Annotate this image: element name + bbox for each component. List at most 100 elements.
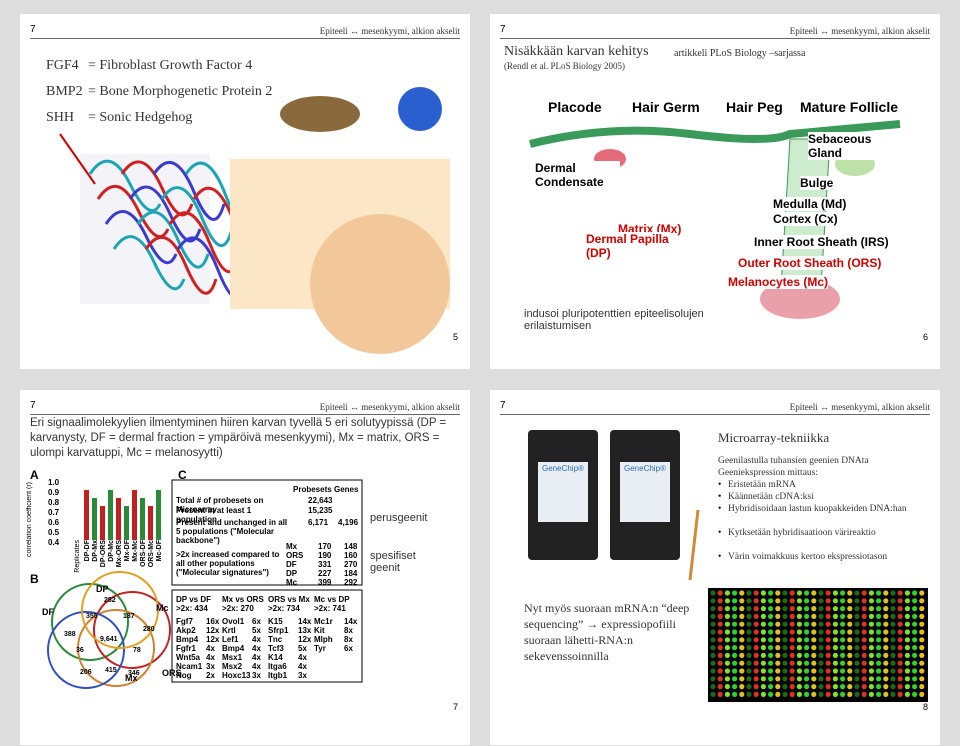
gene-cell: 3x [252,671,261,680]
shape [883,668,889,674]
shape [840,691,846,697]
gene-cell: 4x [298,653,307,662]
shape [818,637,824,643]
shape [825,645,831,651]
venn-count: 78 [133,647,141,654]
shape [775,621,781,627]
shape [152,161,226,221]
shape [746,629,752,635]
shape [840,645,846,651]
shape [768,621,774,627]
shape [832,684,838,690]
shape [919,684,925,690]
gene-cell: Mlph [314,635,333,644]
shape [919,668,925,674]
shape [818,652,824,658]
shape [890,668,896,674]
shape [804,645,810,651]
shape [883,621,889,627]
shape [912,606,918,612]
shape [739,629,745,635]
shape [710,684,716,690]
shape [717,613,723,619]
shape [840,684,846,690]
shape [746,691,752,697]
shape [818,660,824,666]
shape [768,606,774,612]
shape [868,691,874,697]
bullet: Käännetään cDNA:ksi [728,492,814,502]
shape [825,590,831,596]
shape [840,668,846,674]
shape [782,606,788,612]
shape [717,691,723,697]
y-tick: 0.7 [48,508,60,517]
gene-cell: 4x [252,635,261,644]
y-tick: 1.0 [48,478,60,487]
set-label: Mx [125,673,138,683]
term: FGF4 [46,58,79,73]
gene-cell: 12x [206,635,220,644]
shape [832,637,838,643]
shape [768,598,774,604]
venn-count: 187 [123,613,135,620]
shape [760,684,766,690]
gene-cell: Mc1r [314,617,333,626]
shape [897,645,903,651]
shape [112,235,186,291]
shape [818,645,824,651]
shape [140,498,145,540]
shape [789,637,795,643]
shape [753,613,759,619]
shape [868,590,874,596]
shape [782,645,788,651]
gene-cell: 3x [206,662,215,671]
shape [825,660,831,666]
shape [912,621,918,627]
shape [883,660,889,666]
page-number: 8 [922,702,928,712]
shape [710,621,716,627]
shape [876,629,882,635]
shape [753,684,759,690]
shape [710,613,716,619]
signature-cell: 184 [344,569,358,578]
shape [710,645,716,651]
definition: = Bone Morphogenetic Protein 2 [88,84,273,99]
shape [811,613,817,619]
slide: 7 Epiteeli ↔ mesenkyymi, alkion akselit 6 N… [490,14,940,369]
shape [904,606,910,612]
shape [876,637,882,643]
gene-cell: 16x [206,617,220,626]
shape [775,660,781,666]
shape [904,652,910,658]
shape [753,645,759,651]
shape [883,598,889,604]
shape [732,621,738,627]
gene-cell: Lef1 [222,635,239,644]
gene-cell: 4x [206,644,215,653]
shape [775,637,781,643]
bullet-dot: • [718,480,722,490]
shape [854,652,860,658]
shape [732,606,738,612]
shape [897,590,903,596]
shape [775,606,781,612]
shape [739,660,745,666]
gene-cell: Akp2 [176,626,196,635]
shape [796,668,802,674]
shape [753,668,759,674]
shape [861,629,867,635]
venn-count: 280 [143,626,155,633]
shape [732,590,738,596]
shape [912,645,918,651]
shape [825,613,831,619]
set-label: ORS [162,668,182,678]
y-tick: 0.6 [48,518,60,527]
shape [811,606,817,612]
shape [919,660,925,666]
shape [753,598,759,604]
shape [804,613,810,619]
shape [171,479,363,586]
